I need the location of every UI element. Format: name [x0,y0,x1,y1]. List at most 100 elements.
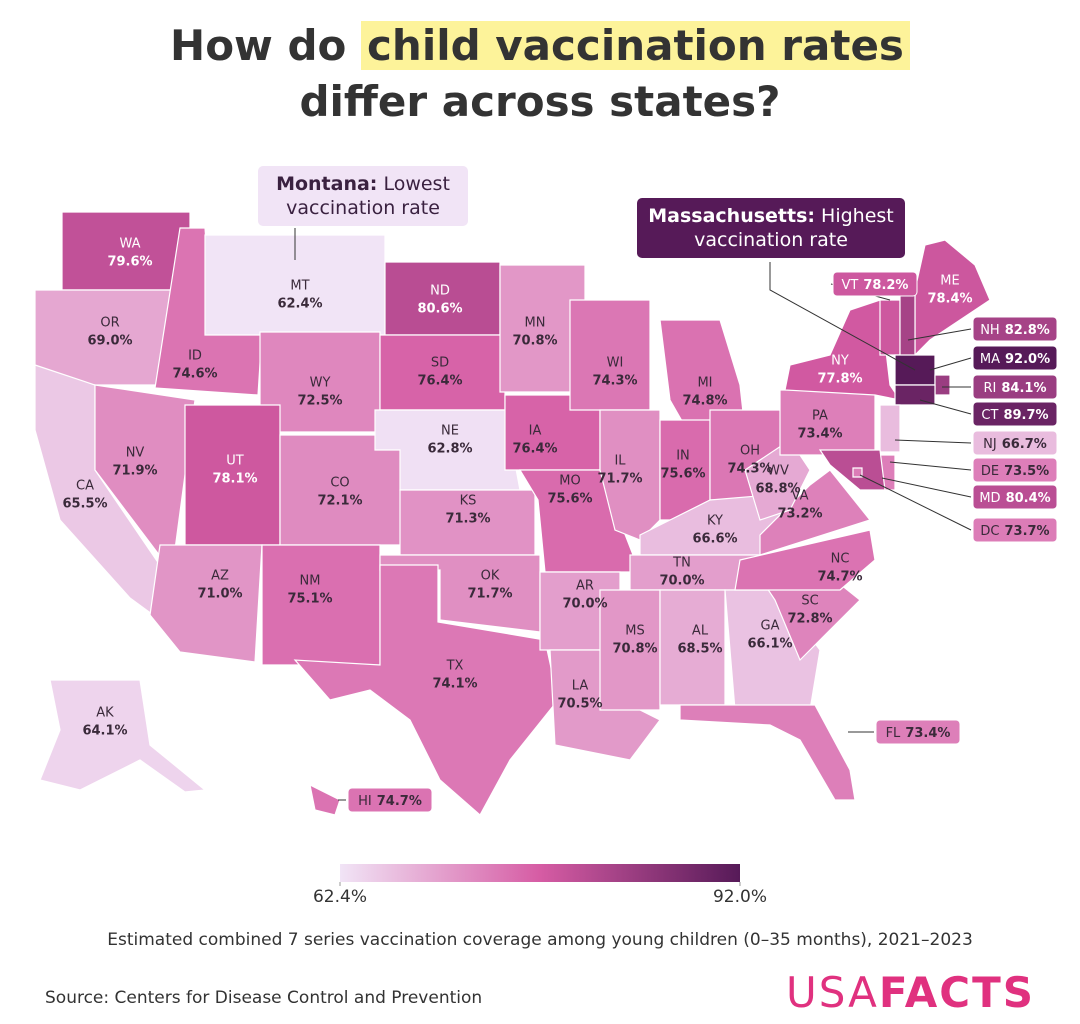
state-abbr: TN [672,556,691,571]
value-label: 68.8% [755,482,800,497]
value-label: 74.8% [682,394,727,409]
value-label: 68.5% [677,642,722,657]
value-label: 73.4% [905,726,950,741]
callout-box [875,719,961,745]
state-abbr: NJ [983,437,997,452]
value-label: 66.1% [747,637,792,652]
value-label: 71.7% [597,472,642,487]
state-abbr: OK [481,569,500,584]
value-label: 71.3% [445,512,490,527]
value-label: 84.1% [1001,381,1046,396]
state [759,469,872,556]
callout-label: MD 80.4% [979,491,1050,506]
state [879,404,901,453]
callout-box [972,457,1058,483]
state-abbr: CT [981,408,998,423]
state-abbr: NY [831,354,849,369]
title-text: How do [170,21,347,70]
state-abbr: CA [76,479,94,494]
state [599,589,661,711]
annotation-text: Highest vaccination rate [694,205,894,251]
callout-label: DC 73.7% [980,524,1049,539]
state-abbr: IN [676,449,690,464]
states [34,211,991,816]
state [734,529,876,591]
state-abbr: VA [792,489,809,504]
state-abbr: AZ [211,569,229,584]
state-abbr: MA [980,352,1000,367]
value-label: 78.1% [212,472,257,487]
labels: WA 79.6% OR 69.0% CA 65.5% NV 71.9% ID 74.6% MT 62.… [62,237,1058,813]
state-abbr: UT [226,454,244,469]
value-label: 73.4% [797,427,842,442]
value-label: 72.8% [787,612,832,627]
state [293,564,559,816]
state-abbr: MN [525,316,546,331]
callout-label: MA 92.0% [980,352,1050,367]
value-label: 71.0% [197,587,242,602]
state-abbr: WV [767,464,789,479]
state-abbr: LA [572,679,589,694]
value-label: 70.0% [562,597,607,612]
value-label: 76.4% [512,442,557,457]
value-label: 76.4% [417,374,462,389]
callout-label: DE 73.5% [981,464,1049,479]
annotation-bold: Massachusetts: [648,205,815,227]
value-label: 77.8% [817,372,862,387]
callout-label: NH 82.8% [980,323,1050,338]
leader-line [889,461,972,471]
callout-label: VT 78.2% [842,278,909,293]
state-abbr: VT [842,278,859,293]
caption: Estimated combined 7 series vaccination … [107,930,973,950]
value-label: 73.5% [1004,464,1049,479]
leader-line [881,477,972,498]
callout-label: HI 74.7% [358,794,422,809]
state-abbr: NM [300,574,321,589]
state-abbr: CO [330,476,349,491]
state [309,783,341,816]
value-label: 62.4% [277,297,322,312]
state [894,384,936,406]
state-abbr: MO [559,474,580,489]
callout-label: NJ 66.7% [983,437,1047,452]
state-abbr: WA [119,237,140,252]
state-abbr: SD [431,356,449,371]
value-label: 64.1% [82,724,127,739]
state-abbr: IA [529,424,542,439]
state-abbr: PA [812,409,828,424]
value-label: 74.6% [172,367,217,382]
legend-tick-label: 62.4% [313,887,367,907]
annotation-box: Montana: Lowest vaccination rate [258,166,468,226]
callout-box [832,271,918,297]
logo-text: USA [785,968,879,1017]
callout-label: CT 89.7% [981,408,1048,423]
state-abbr: MD [979,491,1000,506]
callout-box [972,517,1058,543]
leader-line [859,474,972,531]
value-label: 89.7% [1003,408,1048,423]
value-label: 75.6% [547,492,592,507]
callout-box [972,401,1058,427]
callout-label: FL 73.4% [886,726,951,741]
state-abbr: KY [707,514,723,529]
callout-box [972,484,1058,510]
state-abbr: ID [188,349,202,364]
legend-tick-label: 92.0% [713,887,767,907]
value-label: 92.0% [1005,352,1050,367]
value-label: 74.1% [432,677,477,692]
state-abbr: MT [290,279,309,294]
value-label: 75.1% [287,592,332,607]
callout-box [972,374,1058,400]
callout-box [972,316,1058,342]
value-label: 69.0% [87,334,132,349]
state-abbr: MS [625,624,644,639]
state-abbr: TX [446,659,464,674]
value-label: 66.7% [1002,437,1047,452]
state-abbr: GA [761,619,780,634]
state [852,467,863,478]
annotation-line [769,262,916,371]
state-abbr: DC [980,524,999,539]
value-label: 70.5% [557,697,602,712]
state-abbr: DE [981,464,999,479]
